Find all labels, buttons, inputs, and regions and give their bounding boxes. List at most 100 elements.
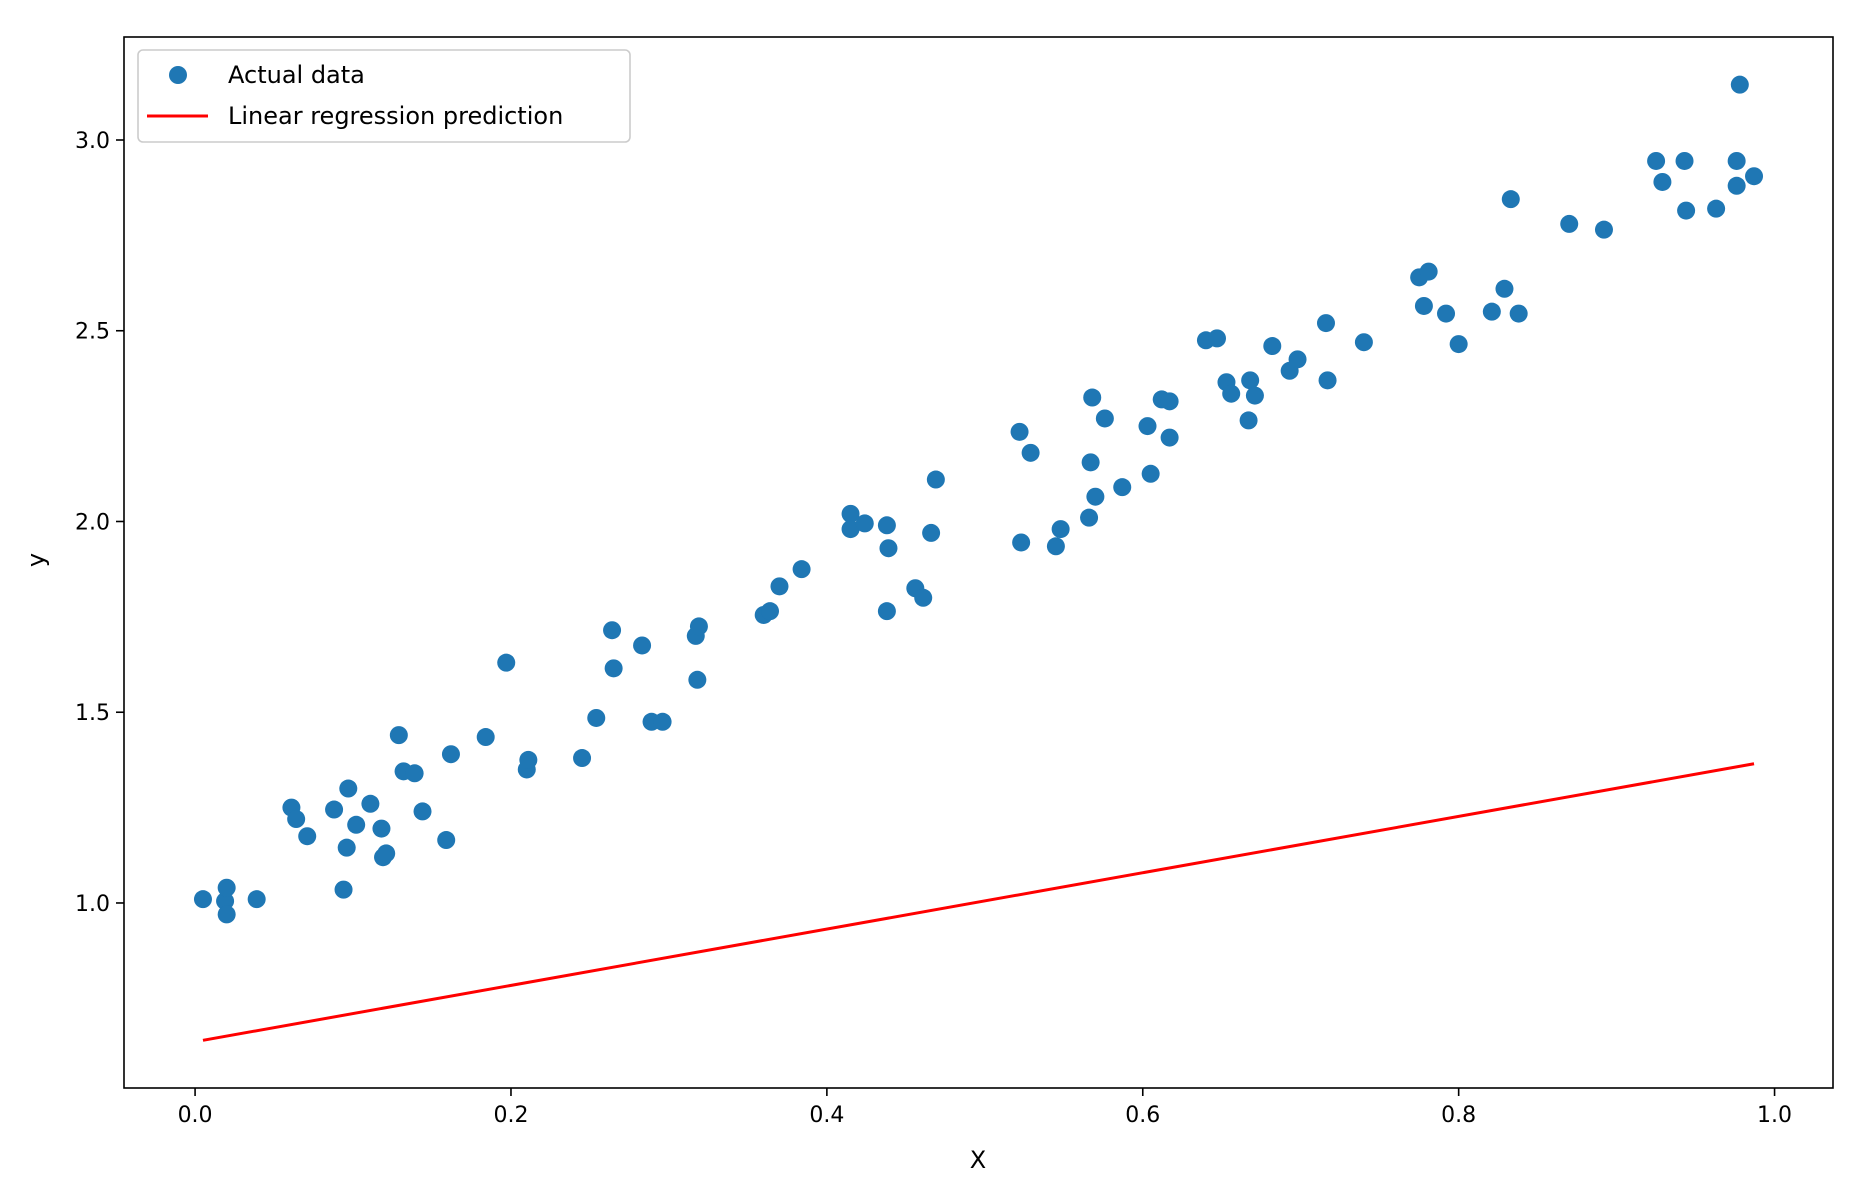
data-point	[441, 745, 460, 764]
data-point	[217, 905, 236, 924]
data-point	[1012, 533, 1031, 552]
data-point	[877, 602, 896, 621]
data-point	[1730, 75, 1749, 94]
data-point	[573, 749, 592, 768]
data-point	[497, 653, 516, 672]
scatter-points	[193, 75, 1764, 924]
x-tick-label: 1.0	[1757, 1103, 1792, 1128]
data-point	[1113, 478, 1132, 497]
x-tick-label: 0.4	[809, 1103, 844, 1128]
data-point	[1727, 151, 1746, 170]
data-point	[922, 523, 941, 542]
regression-line-layer	[202, 762, 1755, 1042]
y-axis-ticks: 1.0 1.5 2.0 2.5 3.0	[75, 129, 124, 917]
legend-label-regression: Linear regression prediction	[228, 102, 563, 130]
data-point	[1354, 333, 1373, 352]
data-point	[1501, 190, 1520, 209]
data-point	[1239, 411, 1258, 430]
data-point	[914, 588, 933, 607]
data-point	[437, 831, 456, 850]
data-point	[1414, 296, 1433, 315]
data-point	[405, 764, 424, 783]
legend-label-actual-data: Actual data	[228, 61, 365, 89]
x-axis-ticks: 0.0 0.2 0.4 0.6 0.8 1.0	[178, 1088, 1792, 1128]
data-point	[1241, 371, 1260, 390]
data-point	[1288, 350, 1307, 369]
data-point	[689, 617, 708, 636]
y-tick-label: 2.0	[75, 510, 110, 535]
data-point	[1560, 214, 1579, 233]
data-point	[519, 750, 538, 769]
y-tick-label: 3.0	[75, 129, 110, 154]
data-point	[1745, 167, 1764, 186]
data-point	[633, 636, 652, 655]
data-point	[1095, 409, 1114, 428]
data-point	[1245, 386, 1264, 405]
data-point	[1727, 176, 1746, 195]
data-point	[1222, 384, 1241, 403]
data-point	[1263, 337, 1282, 356]
y-axis-label: y	[22, 553, 50, 567]
data-point	[1080, 508, 1099, 527]
data-point	[298, 827, 317, 846]
data-point	[1138, 417, 1157, 436]
data-point	[1482, 302, 1501, 321]
data-point	[841, 504, 860, 523]
data-point	[372, 819, 391, 838]
y-tick-label: 1.0	[75, 892, 110, 917]
data-point	[1021, 443, 1040, 462]
x-tick-label: 0.6	[1125, 1103, 1160, 1128]
data-point	[1160, 428, 1179, 447]
data-point	[1419, 262, 1438, 281]
data-point	[587, 708, 606, 727]
legend: Actual data Linear regression prediction	[137, 49, 631, 143]
data-point	[1083, 388, 1102, 407]
data-point	[603, 621, 622, 640]
legend-marker-icon	[169, 66, 187, 84]
data-point	[792, 560, 811, 579]
data-point	[389, 726, 408, 745]
data-point	[377, 844, 396, 863]
data-point	[653, 712, 672, 731]
x-tick-label: 0.8	[1441, 1103, 1476, 1128]
data-point	[1086, 487, 1105, 506]
plot-data-layer	[193, 75, 1764, 1042]
legend-box	[137, 49, 631, 143]
data-point	[604, 659, 623, 678]
data-point	[216, 892, 235, 911]
data-point	[1647, 151, 1666, 170]
data-point	[926, 470, 945, 489]
x-tick-label: 0.2	[493, 1103, 528, 1128]
y-tick-label: 2.5	[75, 320, 110, 345]
data-point	[855, 514, 874, 533]
data-point	[325, 800, 344, 819]
data-point	[1010, 422, 1029, 441]
data-point	[339, 779, 358, 798]
data-point	[1677, 201, 1696, 220]
data-point	[217, 878, 236, 897]
plot-area	[124, 37, 1833, 1088]
data-point	[1594, 220, 1613, 239]
data-point	[770, 577, 789, 596]
data-point	[1208, 329, 1227, 348]
data-point	[761, 602, 780, 621]
data-point	[841, 520, 860, 539]
data-point	[879, 539, 898, 558]
plot-frame	[123, 36, 1834, 1089]
x-tick-label: 0.0	[178, 1103, 213, 1128]
data-point	[1081, 453, 1100, 472]
data-point	[476, 728, 495, 747]
data-point	[337, 838, 356, 857]
data-point	[193, 890, 212, 909]
data-point	[247, 890, 266, 909]
data-point	[1449, 335, 1468, 354]
data-point	[1046, 537, 1065, 556]
data-point	[361, 794, 380, 813]
data-point	[1653, 172, 1672, 191]
data-point	[1437, 304, 1456, 323]
data-point	[1707, 199, 1726, 218]
data-point	[287, 810, 306, 829]
data-point	[1675, 151, 1694, 170]
data-point	[1051, 520, 1070, 539]
